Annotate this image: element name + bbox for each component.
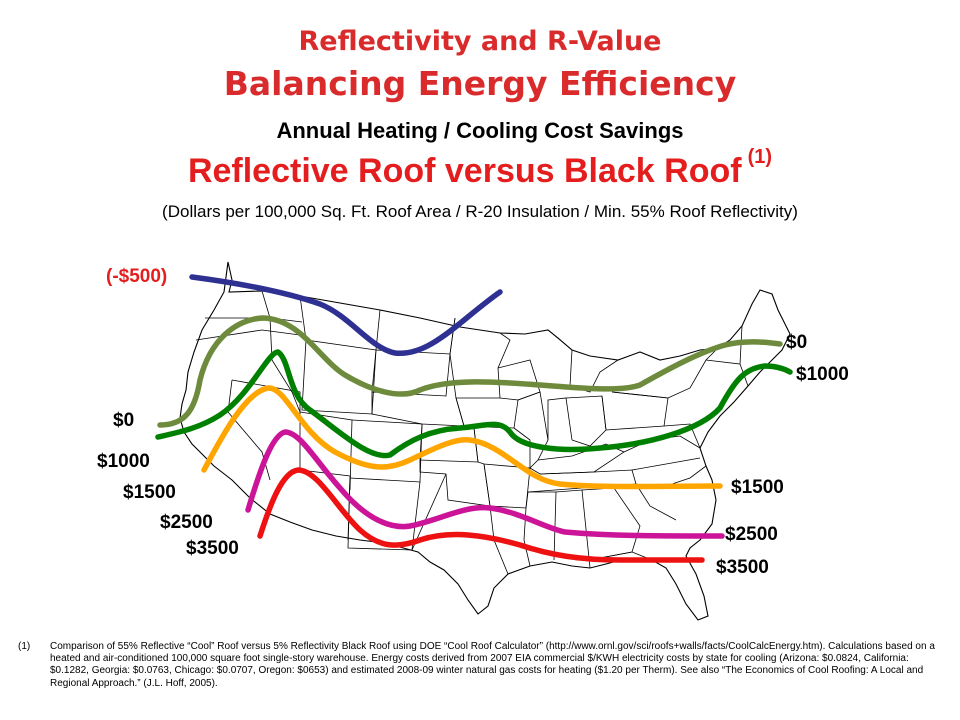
state-line-idaho — [261, 290, 301, 413]
state-line-indiana — [547, 397, 573, 441]
state-line-nebraska — [371, 392, 465, 427]
contour-line-1000 — [155, 349, 793, 459]
savings-contours — [155, 274, 793, 563]
state-line-carolinas — [613, 465, 707, 521]
main-heading: Reflective Roof versus Black Roof (1) — [0, 146, 960, 191]
contour-line-3500 — [257, 467, 705, 563]
state-line-nevada — [231, 379, 301, 470]
state-line-new-york — [611, 347, 719, 399]
state-line-colorado — [349, 419, 423, 483]
state-line-oklahoma — [419, 460, 491, 507]
state-line-illinois — [517, 391, 549, 469]
contour-line-0 — [157, 315, 783, 428]
state-line-new-mexico — [347, 477, 421, 551]
us-outline — [179, 261, 791, 621]
contour-line-2500 — [245, 429, 725, 539]
label-zero-right: $0 — [786, 332, 808, 353]
state-line-pennsylvania — [601, 391, 669, 431]
state-line-arizona — [299, 469, 351, 541]
label-3500-right: $3500 — [716, 557, 769, 578]
label-2500-right: $2500 — [725, 524, 778, 545]
label-zero-left: $0 — [113, 410, 135, 431]
state-line-mississippi — [525, 491, 557, 561]
footnote-number: (1) — [18, 641, 31, 652]
main-heading-text: Reflective Roof versus Black Roof — [187, 152, 742, 190]
state-line-missouri — [473, 427, 531, 469]
state-line-california-east — [227, 379, 271, 481]
state-line-texas — [411, 473, 447, 551]
units-note: (Dollars per 100,000 Sq. Ft. Roof Area /… — [162, 202, 798, 221]
label-1000-left: $1000 — [97, 451, 150, 472]
slide-subtitle: Balancing Energy Efficiency — [223, 64, 737, 103]
label-1500-left: $1500 — [123, 482, 176, 503]
label-neg500-left: (-$500) — [106, 266, 168, 287]
main-heading-note: (1) — [747, 146, 773, 168]
state-line-arkansas — [483, 463, 531, 509]
us-boundary — [179, 261, 791, 621]
state-line-oregon-north — [195, 329, 301, 341]
chart-heading: Annual Heating / Cooling Cost Savings — [276, 118, 684, 143]
contour-line-1500 — [201, 385, 723, 490]
label-2500-left: $2500 — [160, 512, 213, 533]
state-line-wyoming — [301, 339, 377, 415]
label-1500-right: $1500 — [731, 477, 784, 498]
label-1000-right: $1000 — [796, 364, 849, 385]
slide-title: Reflectivity and R-Value — [298, 26, 662, 57]
state-line-michigan — [547, 329, 619, 393]
state-line-maryland — [663, 423, 701, 449]
footnote-text: Comparison of 55% Reflective “Cool” Roof… — [50, 641, 935, 689]
label-3500-left: $3500 — [186, 538, 239, 559]
state-line-georgia — [581, 487, 641, 559]
contour-line-neg500 — [189, 274, 503, 356]
